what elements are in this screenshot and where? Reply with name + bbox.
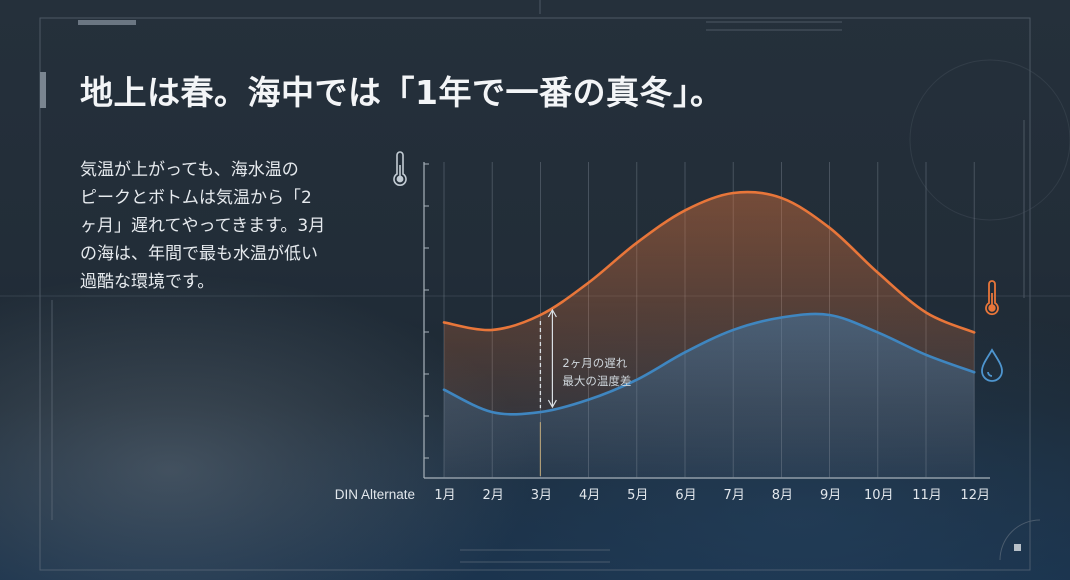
thermometer-icon	[393, 151, 407, 186]
x-tick-label: 5月	[627, 488, 648, 503]
chart-lines	[442, 190, 976, 416]
description-line: 気温が上がっても、海水温の	[80, 160, 299, 180]
annotation-label: 2ヶ月の遅れ	[562, 356, 627, 370]
top-accent-tab	[78, 20, 136, 25]
description-text: 気温が上がっても、海水温の ピークとボトムは気温から「2 ヶ月」遅れてやってきま…	[80, 156, 370, 296]
x-tick-label: 7月	[724, 488, 745, 503]
x-tick-label: 9月	[820, 488, 841, 503]
water-temperature-line	[442, 312, 976, 416]
arrow-down-icon	[547, 399, 557, 409]
annotation-label: 最大の温度差	[562, 374, 631, 388]
description-line: 過酷な環境です。	[80, 272, 215, 292]
x-tick-label: 6月	[675, 488, 696, 503]
chart-areas	[444, 192, 975, 478]
arrow-up-icon	[547, 308, 557, 318]
x-tick-label: 1月	[434, 488, 455, 503]
title-accent-bar	[40, 72, 46, 108]
description-line: ピークとボトムは気温から「2	[80, 188, 312, 208]
x-tick-label: 8月	[772, 488, 793, 503]
x-tick-label: 3月	[531, 488, 552, 503]
x-tick-label: 10月	[864, 488, 894, 503]
air-temperature-line	[442, 190, 976, 334]
page-title: 地上は春。海中では「1年で一番の真冬」。	[80, 73, 724, 112]
description-line: ヶ月」遅れてやってきます。3月	[80, 216, 326, 236]
axis-font-note: DIN Alternate	[335, 487, 415, 502]
water-temperature-area	[444, 313, 975, 478]
x-tick-label: 11月	[912, 488, 942, 503]
chart-x-axis-labels: DIN Alternate 1月 2月 3月 4月 5月 6月 7月 8月 9月 10月 11月 12月	[335, 487, 990, 503]
thermometer-icon	[985, 280, 999, 316]
x-tick-label: 4月	[579, 488, 600, 503]
corner-square-icon	[1014, 544, 1021, 551]
description-line: の海は、年間で最も水温が低い	[80, 244, 318, 264]
x-tick-label: 12月	[960, 488, 990, 503]
water-drop-icon	[981, 348, 1003, 382]
x-tick-label: 2月	[483, 488, 504, 503]
